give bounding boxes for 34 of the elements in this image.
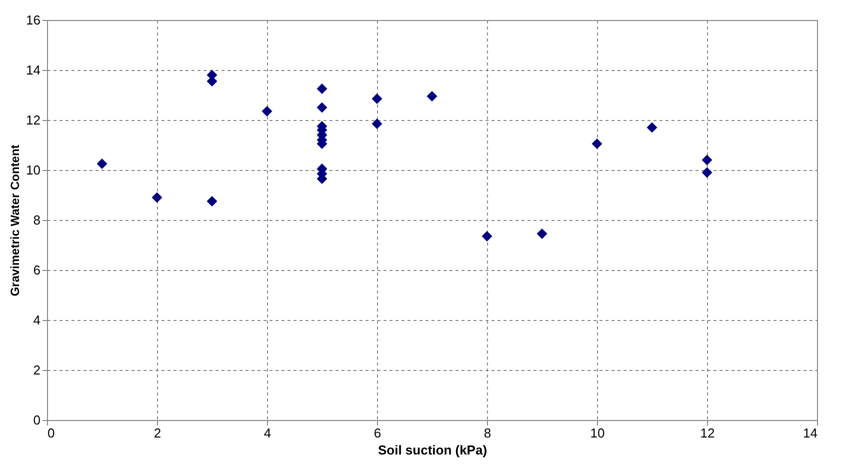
point	[482, 231, 492, 242]
y-tick-label: 16	[26, 12, 40, 28]
x-tick-label: 0	[48, 426, 55, 440]
point	[316, 102, 328, 113]
point	[426, 91, 438, 102]
y-tick-label: 6	[33, 262, 40, 278]
x-tick-label: 12	[700, 426, 715, 440]
x-tick-label: 4	[264, 426, 272, 440]
x-tick-label: 6	[374, 426, 382, 440]
point	[372, 94, 382, 104]
x-tick-label: 14	[803, 426, 818, 440]
point	[262, 106, 272, 116]
y-axis-title: Gravimetric Water Content	[8, 144, 22, 296]
point	[372, 118, 382, 129]
point	[316, 84, 328, 94]
x-tick-label: 8	[484, 426, 492, 440]
y-tick-label: 4	[33, 312, 40, 328]
point	[702, 154, 712, 166]
point	[152, 192, 162, 203]
y-tick-label: 12	[26, 112, 40, 128]
point	[592, 138, 602, 149]
point	[646, 122, 658, 133]
point	[96, 158, 108, 169]
point	[536, 228, 548, 239]
y-tick-label: 2	[33, 362, 40, 378]
point	[702, 167, 712, 178]
point	[206, 196, 218, 206]
y-tick-label: 14	[26, 62, 40, 78]
y-tick-label: 8	[33, 212, 40, 228]
x-tick-label: 10	[590, 426, 605, 440]
y-tick-label: 10	[26, 162, 40, 178]
x-tick-label: 2	[154, 426, 162, 440]
x-axis-title: Soil suction (kPa)	[378, 442, 488, 458]
y-tick-label: 0	[33, 412, 40, 428]
